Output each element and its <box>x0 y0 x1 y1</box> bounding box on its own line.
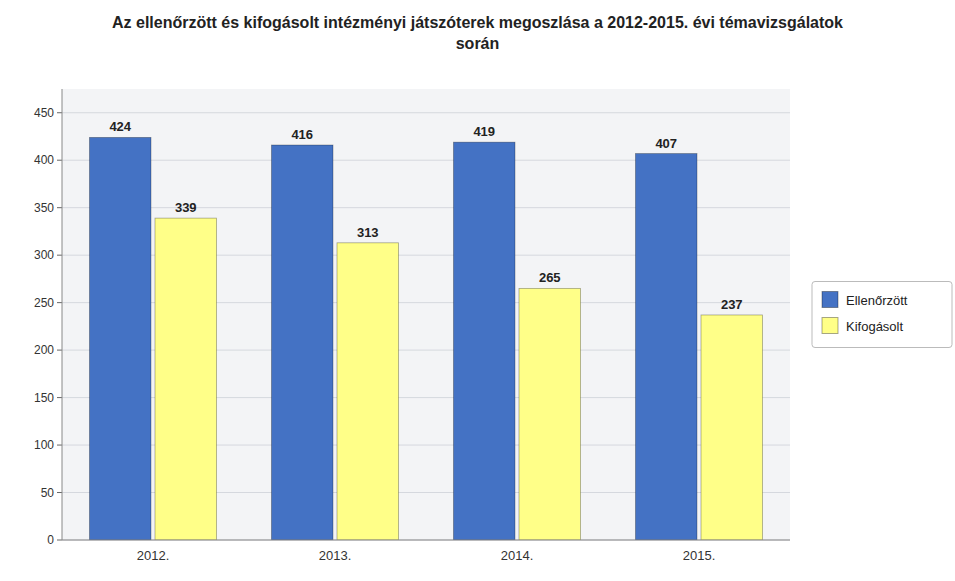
data-label: 407 <box>655 136 677 151</box>
data-label: 339 <box>175 200 197 215</box>
bar <box>635 154 697 540</box>
bar <box>337 243 399 540</box>
grid-line <box>62 112 790 113</box>
data-label: 237 <box>721 297 743 312</box>
y-axis-line <box>62 89 63 540</box>
bar <box>519 288 581 540</box>
legend-box <box>812 282 952 348</box>
data-label: 265 <box>539 270 561 285</box>
bar <box>453 142 515 540</box>
bar <box>271 145 333 540</box>
y-tick <box>57 397 62 398</box>
y-tick <box>57 255 62 256</box>
data-label: 416 <box>291 127 313 142</box>
chart-title: Az ellenőrzött és kifogásolt intézményi … <box>112 14 843 52</box>
grid-line <box>62 540 790 541</box>
bars <box>89 137 762 540</box>
y-tick-label: 0 <box>47 533 54 547</box>
legend-label: Ellenőrzött <box>846 293 908 308</box>
x-tick-label: 2013. <box>319 548 352 563</box>
y-tick-label: 350 <box>34 201 54 215</box>
y-tick-label: 200 <box>34 343 54 357</box>
y-tick <box>57 350 62 351</box>
data-label: 419 <box>473 124 495 139</box>
x-tick-label: 2014. <box>501 548 534 563</box>
x-axis-line <box>62 540 790 541</box>
title-line: során <box>456 35 500 52</box>
y-tick <box>57 302 62 303</box>
legend-label: Kifogásolt <box>846 319 903 334</box>
x-tick-label: 2012. <box>137 548 170 563</box>
bar <box>701 315 763 540</box>
y-tick-label: 450 <box>34 106 54 120</box>
title-line: Az ellenőrzött és kifogásolt intézményi … <box>112 14 843 31</box>
chart-svg: Az ellenőrzött és kifogásolt intézményi … <box>0 0 955 581</box>
y-tick <box>57 445 62 446</box>
y-tick-label: 100 <box>34 438 54 452</box>
data-label: 313 <box>357 225 379 240</box>
y-tick <box>57 540 62 541</box>
y-tick <box>57 112 62 113</box>
x-tick-label: 2015. <box>683 548 716 563</box>
y-tick-label: 250 <box>34 296 54 310</box>
y-tick-label: 300 <box>34 248 54 262</box>
legend-swatch <box>822 318 838 334</box>
data-label: 424 <box>109 119 131 134</box>
legend: Ellenőrzött Kifogásolt <box>812 282 952 348</box>
y-tick-label: 50 <box>41 486 55 500</box>
data-labels: 424 339 416 313 419 265 407 237 <box>109 119 742 312</box>
chart-container: Az ellenőrzött és kifogásolt intézményi … <box>0 0 955 581</box>
bar <box>155 218 217 540</box>
y-tick <box>57 492 62 493</box>
bar <box>89 137 151 540</box>
plot-background <box>62 89 790 540</box>
y-tick-label: 150 <box>34 391 54 405</box>
y-tick <box>57 207 62 208</box>
y-tick <box>57 160 62 161</box>
legend-swatch <box>822 292 838 308</box>
y-tick-label: 400 <box>34 153 54 167</box>
